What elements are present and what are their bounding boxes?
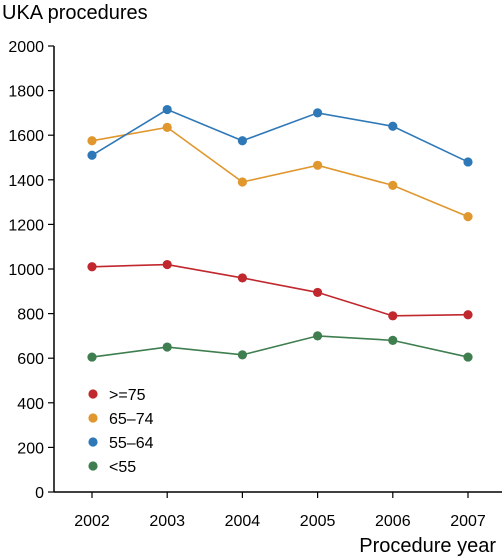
data-point <box>313 331 323 341</box>
data-point <box>463 157 473 167</box>
series-group <box>87 104 473 362</box>
data-point <box>313 160 323 170</box>
y-tick-label: 1200 <box>8 217 44 234</box>
data-point <box>463 211 473 222</box>
x-tick-label: 2003 <box>149 513 185 530</box>
data-point <box>87 352 97 362</box>
x-axis-ticks: 2002 2003 2004 2005 2006 2007 <box>74 492 486 530</box>
y-tick-label: 800 <box>17 307 44 324</box>
data-point <box>237 136 247 146</box>
legend-marker <box>88 413 98 423</box>
y-tick-label: 1600 <box>8 128 44 145</box>
y-tick-label: 2000 <box>8 39 44 56</box>
legend-marker <box>88 461 98 471</box>
data-point <box>313 287 323 298</box>
data-point <box>162 104 172 115</box>
data-point <box>162 122 172 132</box>
data-point <box>313 108 323 118</box>
y-axis-title: UKA procedures <box>2 2 148 24</box>
series-line <box>91 335 469 358</box>
y-axis-ticks: 0 200 400 600 800 1000 1200 1400 1600 1800 2000 <box>8 39 54 502</box>
x-tick-label: 2007 <box>450 513 486 530</box>
legend: >=75 65–74 55–64 <55 <box>88 387 154 476</box>
legend-marker <box>88 389 98 399</box>
data-point <box>388 335 398 345</box>
x-tick-label: 2004 <box>225 513 261 530</box>
data-point <box>237 273 247 283</box>
data-point <box>388 180 398 190</box>
y-tick-label: 400 <box>17 396 44 413</box>
x-axis-title: Procedure year <box>359 535 496 557</box>
data-point <box>388 121 398 131</box>
y-tick-label: 1800 <box>8 84 44 101</box>
data-point <box>87 136 97 146</box>
legend-label: 55–64 <box>109 435 154 452</box>
y-tick-label: 0 <box>35 485 44 502</box>
x-tick-label: 2002 <box>74 513 110 530</box>
x-tick-label: 2005 <box>300 513 336 530</box>
y-tick-label: 1400 <box>8 173 44 190</box>
data-point <box>463 352 473 362</box>
legend-label: >=75 <box>109 387 146 404</box>
legend-label: 65–74 <box>109 411 154 428</box>
data-point <box>87 150 97 160</box>
y-tick-label: 200 <box>17 440 44 457</box>
y-tick-label: 1000 <box>8 262 44 279</box>
data-point <box>237 350 247 360</box>
data-point <box>162 259 172 270</box>
y-tick-label: 600 <box>17 351 44 368</box>
data-point <box>463 310 473 320</box>
series-line <box>91 108 469 163</box>
series-line <box>91 263 469 317</box>
series-line <box>91 126 469 218</box>
legend-label: <55 <box>109 459 136 476</box>
legend-marker <box>88 437 98 447</box>
data-point <box>87 262 97 272</box>
x-tick-label: 2006 <box>375 513 411 530</box>
data-point <box>388 311 398 321</box>
data-point <box>237 177 247 187</box>
data-point <box>162 342 172 352</box>
